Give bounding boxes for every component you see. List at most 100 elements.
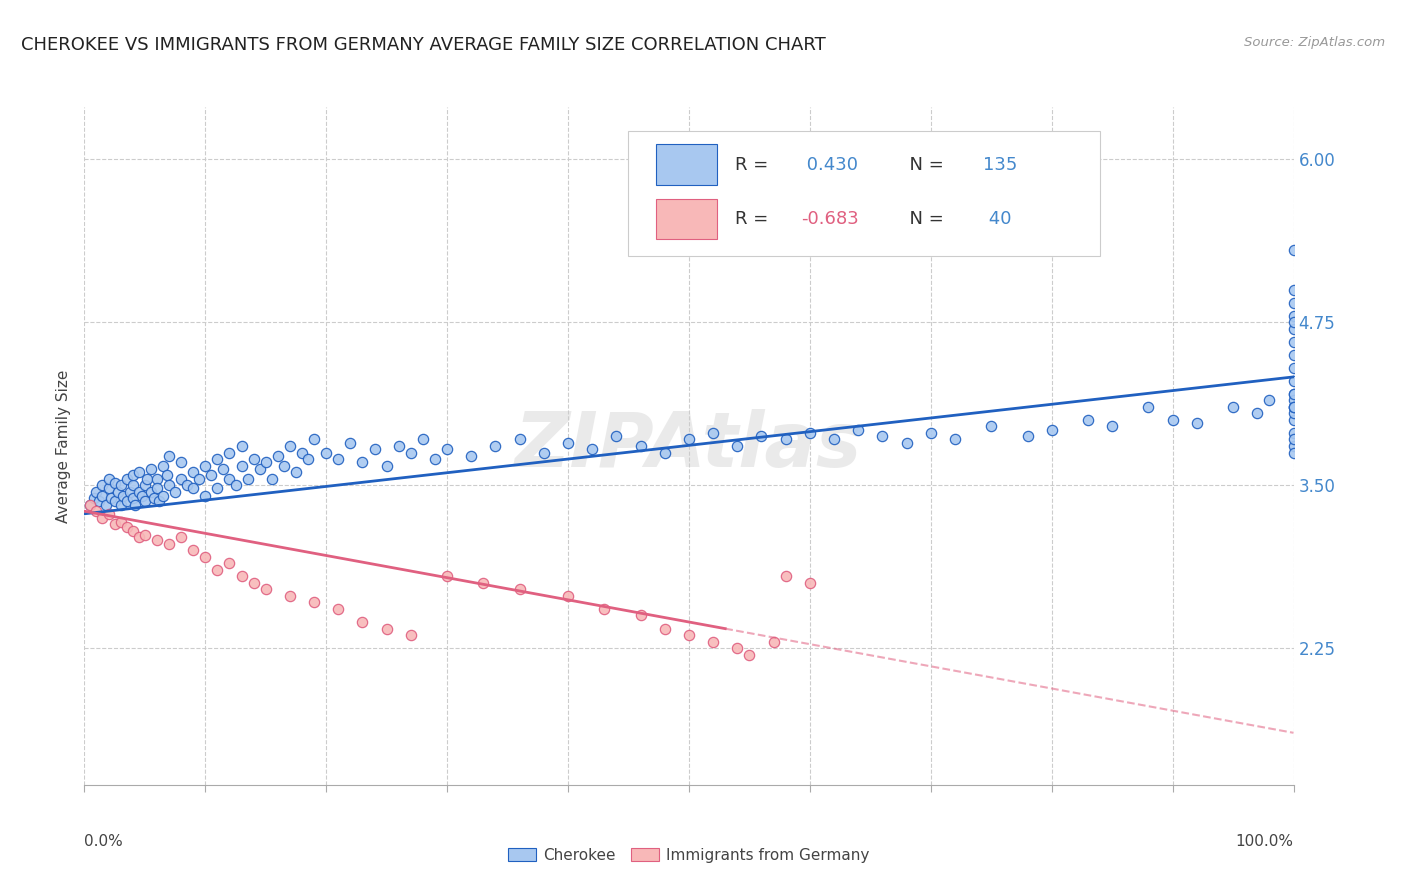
- Point: [146, 472, 169, 486]
- Point: [654, 445, 676, 459]
- Point: [170, 530, 193, 544]
- Point: [157, 478, 180, 492]
- Point: [1282, 406, 1305, 420]
- Point: [1282, 374, 1305, 388]
- Point: [328, 602, 350, 616]
- Point: [1101, 419, 1123, 434]
- Point: [388, 439, 411, 453]
- FancyBboxPatch shape: [628, 131, 1099, 256]
- Point: [297, 452, 319, 467]
- Point: [1282, 321, 1305, 335]
- Point: [799, 425, 821, 440]
- Point: [1282, 400, 1305, 414]
- Point: [110, 515, 132, 529]
- Point: [1282, 244, 1305, 258]
- Point: [134, 478, 156, 492]
- Point: [143, 491, 166, 505]
- Text: N =: N =: [898, 156, 949, 174]
- Text: ZIPAtlas: ZIPAtlas: [515, 409, 863, 483]
- Point: [436, 569, 458, 583]
- Point: [194, 458, 217, 473]
- Point: [284, 465, 308, 479]
- Point: [242, 575, 264, 590]
- Point: [278, 589, 301, 603]
- Point: [823, 433, 845, 447]
- Point: [1282, 439, 1305, 453]
- Point: [896, 436, 918, 450]
- Point: [273, 458, 295, 473]
- Point: [170, 472, 193, 486]
- Point: [79, 498, 101, 512]
- Point: [152, 458, 174, 473]
- Point: [231, 439, 253, 453]
- Point: [1185, 416, 1208, 430]
- Text: -0.683: -0.683: [801, 210, 859, 227]
- Point: [134, 493, 156, 508]
- Point: [121, 467, 143, 482]
- Point: [120, 484, 142, 499]
- Point: [110, 498, 132, 512]
- Point: [97, 481, 120, 495]
- Point: [1282, 348, 1305, 362]
- Point: [148, 493, 170, 508]
- Point: [260, 472, 283, 486]
- Point: [97, 472, 120, 486]
- Point: [678, 628, 700, 642]
- Text: N =: N =: [898, 210, 949, 227]
- Point: [267, 450, 290, 464]
- Point: [254, 455, 277, 469]
- Point: [702, 425, 724, 440]
- Point: [846, 423, 869, 437]
- FancyBboxPatch shape: [657, 199, 717, 239]
- Point: [79, 498, 101, 512]
- Point: [738, 648, 761, 662]
- Point: [134, 527, 156, 541]
- Text: 0.430: 0.430: [801, 156, 859, 174]
- Point: [91, 510, 114, 524]
- Point: [412, 433, 434, 447]
- Point: [1222, 400, 1244, 414]
- Point: [1282, 334, 1305, 349]
- Point: [157, 537, 180, 551]
- Point: [1282, 315, 1305, 329]
- Point: [605, 428, 627, 442]
- Point: [225, 478, 247, 492]
- Point: [165, 484, 187, 499]
- Point: [104, 517, 127, 532]
- Point: [1282, 283, 1305, 297]
- Point: [1282, 393, 1305, 408]
- Text: Source: ZipAtlas.com: Source: ZipAtlas.com: [1244, 36, 1385, 49]
- Point: [799, 575, 821, 590]
- Point: [399, 628, 422, 642]
- Point: [1137, 400, 1160, 414]
- Point: [94, 498, 117, 512]
- Point: [1282, 387, 1305, 401]
- Point: [121, 478, 143, 492]
- Point: [775, 569, 797, 583]
- Point: [249, 462, 271, 476]
- Point: [236, 472, 259, 486]
- Point: [472, 575, 495, 590]
- Point: [91, 489, 114, 503]
- Point: [207, 481, 229, 495]
- Point: [302, 595, 325, 609]
- Point: [139, 484, 162, 499]
- Text: 0.0%: 0.0%: [84, 834, 124, 849]
- Point: [1258, 393, 1281, 408]
- Point: [181, 465, 204, 479]
- Point: [630, 439, 652, 453]
- Point: [181, 543, 204, 558]
- Point: [139, 462, 162, 476]
- Point: [1161, 413, 1184, 427]
- Point: [87, 493, 110, 508]
- Point: [107, 484, 129, 499]
- Text: 100.0%: 100.0%: [1236, 834, 1294, 849]
- Y-axis label: Average Family Size: Average Family Size: [56, 369, 72, 523]
- Point: [557, 589, 579, 603]
- Text: 40: 40: [983, 210, 1011, 227]
- Point: [91, 478, 114, 492]
- Point: [104, 493, 127, 508]
- Point: [302, 433, 325, 447]
- Point: [1282, 445, 1305, 459]
- Point: [207, 563, 229, 577]
